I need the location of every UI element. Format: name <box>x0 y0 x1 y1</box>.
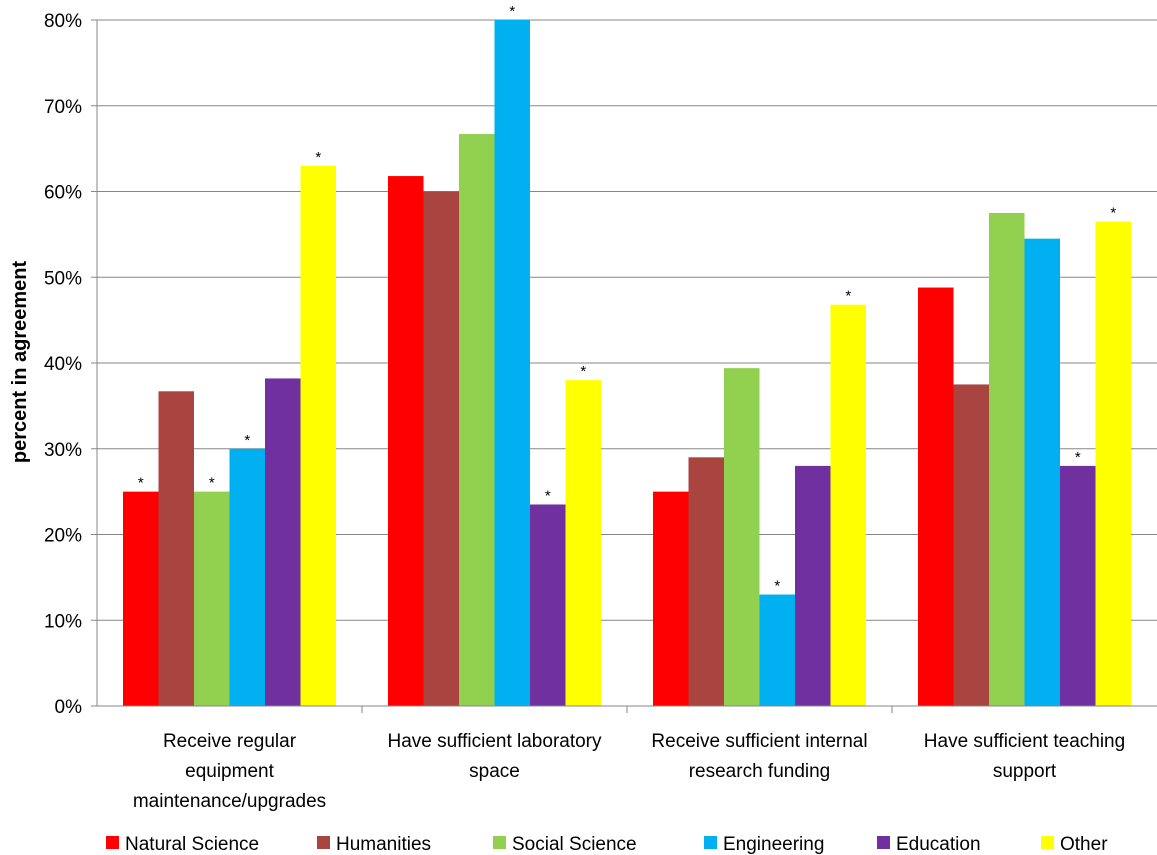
bar <box>565 380 601 706</box>
significance-marker: * <box>845 288 851 305</box>
legend-label: Humanities <box>336 834 431 855</box>
legend-label: Social Science <box>512 834 637 855</box>
bar <box>795 465 831 706</box>
y-tick-label: 10% <box>44 611 82 632</box>
y-tick-label: 40% <box>44 354 82 375</box>
bar <box>158 391 194 706</box>
x-category-label-line: maintenance/upgrades <box>133 791 326 812</box>
x-category-label-line: Have sufficient laboratory <box>387 731 602 752</box>
significance-marker: * <box>315 149 321 166</box>
significance-marker: * <box>774 578 780 595</box>
axes <box>91 19 1157 713</box>
bar <box>459 134 495 707</box>
significance-marker: * <box>1110 205 1116 222</box>
legend-swatch <box>1041 836 1054 849</box>
bar <box>300 165 336 706</box>
bar <box>653 491 689 706</box>
bars <box>123 20 1131 707</box>
bar <box>423 191 459 706</box>
y-tick-label: 60% <box>44 183 82 204</box>
legend-label: Engineering <box>723 834 824 855</box>
significance-marker: * <box>209 475 215 492</box>
bar <box>265 378 301 706</box>
bar <box>229 448 265 706</box>
x-category-label: Receive regular equipment maintenance/upgr… <box>133 731 326 812</box>
bar <box>1024 238 1060 706</box>
legend-swatch <box>106 836 119 849</box>
x-axis-category-labels: Receive regular equipment maintenance/upgr… <box>133 731 1125 812</box>
significance-marker: * <box>138 475 144 492</box>
y-tick-label: 50% <box>44 268 82 289</box>
legend-swatch <box>877 836 890 849</box>
x-category-label-line: space <box>469 761 520 782</box>
x-category-label-line: Receive regular <box>163 731 297 752</box>
bar <box>494 20 530 706</box>
significance-marker: * <box>1075 449 1081 466</box>
bar <box>953 384 989 706</box>
bar <box>530 504 566 706</box>
x-category-label-line: Have sufficient teaching <box>924 731 1125 752</box>
significance-marker: * <box>545 487 551 504</box>
bar <box>724 368 760 706</box>
bar <box>1095 221 1131 706</box>
x-category-label: Have sufficient laboratory space <box>387 731 602 782</box>
significance-markers: * * * * * * * * * * * <box>138 3 1117 595</box>
legend-label: Education <box>896 834 981 855</box>
bar <box>194 491 230 706</box>
bar <box>688 457 724 706</box>
bar <box>388 176 424 706</box>
legend-swatch <box>704 836 717 849</box>
x-category-label-line: Receive sufficient internal <box>651 731 867 752</box>
significance-marker: * <box>509 3 515 20</box>
y-axis-title: percent in agreement <box>9 261 31 464</box>
bar <box>989 212 1025 706</box>
bar <box>1060 465 1096 706</box>
bar <box>123 491 159 706</box>
x-category-label-line: research funding <box>689 761 831 782</box>
bar <box>918 287 954 706</box>
y-tick-label: 20% <box>44 526 82 547</box>
significance-marker: * <box>244 432 250 449</box>
significance-marker: * <box>580 363 586 380</box>
legend: Natural Science Humanities Social Science E… <box>106 834 1108 855</box>
bar <box>830 304 866 706</box>
legend-label: Other <box>1060 834 1108 855</box>
x-category-label-line: equipment <box>185 761 274 782</box>
y-axis-tick-labels: 0% 10% 20% 30% 40% 50% 60% 70% 80% <box>44 11 82 718</box>
legend-swatch <box>317 836 330 849</box>
legend-label: Natural Science <box>125 834 259 855</box>
y-tick-label: 70% <box>44 97 82 118</box>
y-tick-label: 80% <box>44 11 82 32</box>
bar <box>759 594 795 706</box>
x-category-label: Receive sufficient internal research fund… <box>651 731 867 782</box>
y-tick-label: 0% <box>55 697 83 718</box>
x-category-label-line: support <box>993 761 1057 782</box>
y-tick-label: 30% <box>44 440 82 461</box>
legend-swatch <box>493 836 506 849</box>
x-category-label: Have sufficient teaching support <box>924 731 1125 782</box>
